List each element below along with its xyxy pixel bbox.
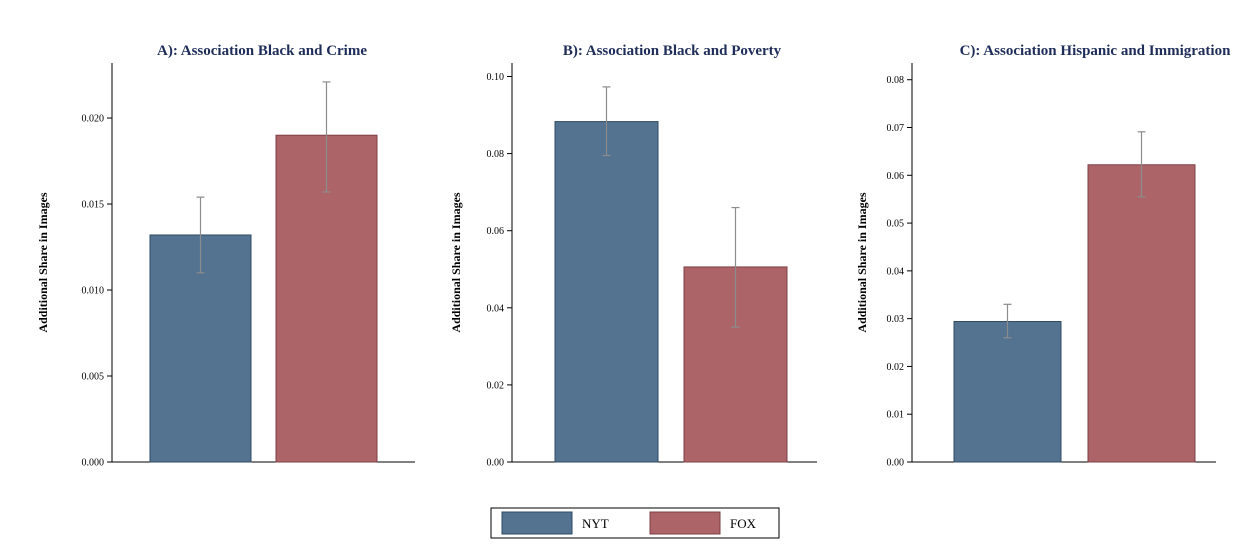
bar-nyt (554, 121, 659, 463)
error-bar-fox (1137, 131, 1146, 198)
legend-label-fox: FOX (730, 516, 757, 531)
y-axis-label: Additional Share in Images (855, 192, 869, 332)
y-axis-label: Additional Share in Images (36, 192, 50, 332)
legend-swatch-nyt (501, 511, 573, 535)
y-tick-label: 0.02 (487, 380, 505, 391)
panel-title: C): Association Hispanic and Immigration (960, 43, 1232, 59)
y-tick-label: 0.010 (82, 286, 105, 297)
panel-2: B): Association Black and Poverty Additio… (449, 43, 817, 469)
y-tick-label: 0.08 (487, 149, 505, 160)
y-tick-label: 0.00 (487, 458, 505, 469)
y-tick-label: 0.07 (887, 123, 905, 134)
legend: NYT FOX (490, 507, 780, 539)
panel-title: A): Association Black and Crime (157, 43, 367, 59)
error-bar-fox (731, 206, 740, 328)
y-tick-label: 0.04 (487, 303, 505, 314)
y-tick-label: 0.01 (887, 410, 905, 421)
y-tick-label: 0.000 (82, 458, 105, 469)
y-tick-label: 0.00 (887, 458, 905, 469)
y-axis-label: Additional Share in Images (449, 192, 463, 332)
y-tick-label: 0.005 (82, 372, 105, 383)
y-tick-label: 0.020 (82, 114, 105, 125)
bar-nyt (953, 321, 1062, 463)
y-tick-label: 0.02 (887, 362, 905, 373)
legend-label-nyt: NYT (582, 516, 609, 531)
error-bar-nyt (602, 86, 611, 157)
panel-3: C): Association Hispanic and Immigration… (855, 43, 1231, 469)
y-tick-label: 0.03 (887, 314, 905, 325)
bar-fox (1087, 164, 1196, 463)
error-bar-nyt (1003, 303, 1012, 339)
error-bar-nyt (196, 196, 205, 274)
y-tick-label: 0.06 (887, 171, 905, 182)
legend-swatch-fox (649, 511, 721, 535)
y-tick-label: 0.10 (487, 72, 505, 83)
panel-1: A): Association Black and Crime Additiona… (36, 43, 415, 469)
error-bar-fox (322, 81, 331, 193)
y-tick-label: 0.06 (487, 226, 505, 237)
y-tick-label: 0.05 (887, 219, 905, 230)
chart-panels: A): Association Black and Crime Additiona… (36, 43, 1231, 469)
panel-title: B): Association Black and Poverty (563, 43, 782, 59)
y-tick-label: 0.04 (887, 266, 905, 277)
y-tick-label: 0.015 (82, 200, 105, 211)
y-tick-label: 0.08 (887, 75, 905, 86)
